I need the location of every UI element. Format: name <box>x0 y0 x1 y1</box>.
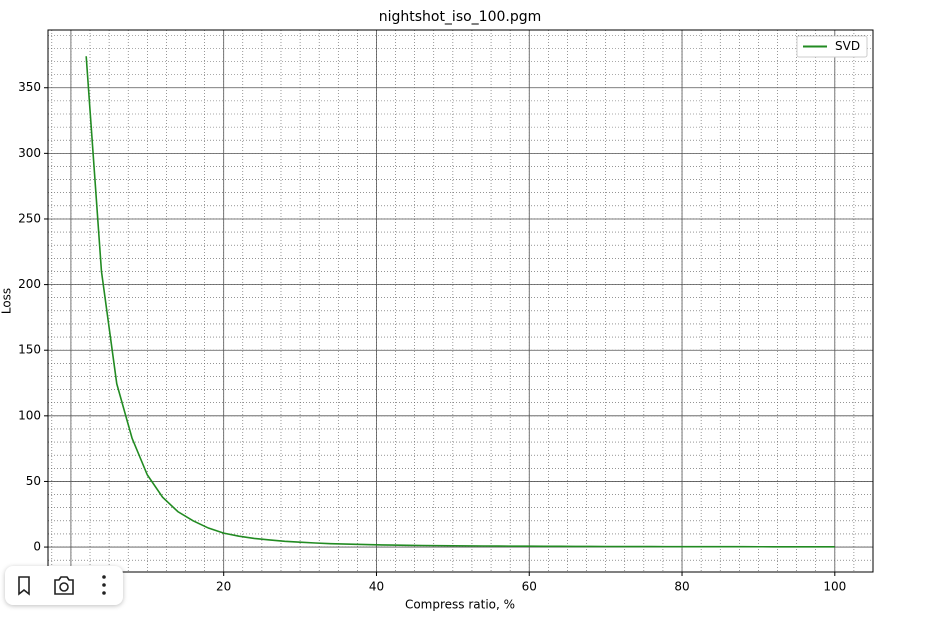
y-tick-label: 0 <box>33 540 41 554</box>
legend-label: SVD <box>835 39 860 53</box>
x-tick-label: 20 <box>216 580 231 594</box>
x-tick-label: 80 <box>674 580 689 594</box>
x-tick-label: 40 <box>369 580 384 594</box>
y-axis-label: Loss <box>0 288 14 314</box>
y-tick-label: 250 <box>18 211 41 225</box>
y-tick-label: 150 <box>18 343 41 357</box>
dot <box>102 575 106 579</box>
x-tick-label: 100 <box>823 580 846 594</box>
y-tick-label: 350 <box>18 80 41 94</box>
camera-icon <box>54 576 74 595</box>
camera-lens <box>59 582 69 592</box>
x-tick-label: 60 <box>522 580 537 594</box>
toolbar <box>5 566 123 605</box>
screenshot-button[interactable] <box>54 576 74 595</box>
chart-title: nightshot_iso_100.pgm <box>379 9 542 25</box>
y-tick-label: 100 <box>18 408 41 422</box>
legend-box <box>796 35 868 58</box>
toolbar-icons <box>18 575 106 596</box>
y-tick-label: 50 <box>26 474 41 488</box>
y-tick-label: 300 <box>18 146 41 160</box>
plot-frame <box>47 29 874 573</box>
data-line <box>85 56 835 548</box>
x-axis-label: Compress ratio, % <box>405 598 515 612</box>
dot <box>102 583 106 587</box>
y-tick-label: 200 <box>18 277 41 291</box>
more-button[interactable] <box>102 575 106 595</box>
bookmark-button[interactable] <box>18 576 30 596</box>
plot-area <box>48 30 873 572</box>
dot <box>102 591 106 595</box>
